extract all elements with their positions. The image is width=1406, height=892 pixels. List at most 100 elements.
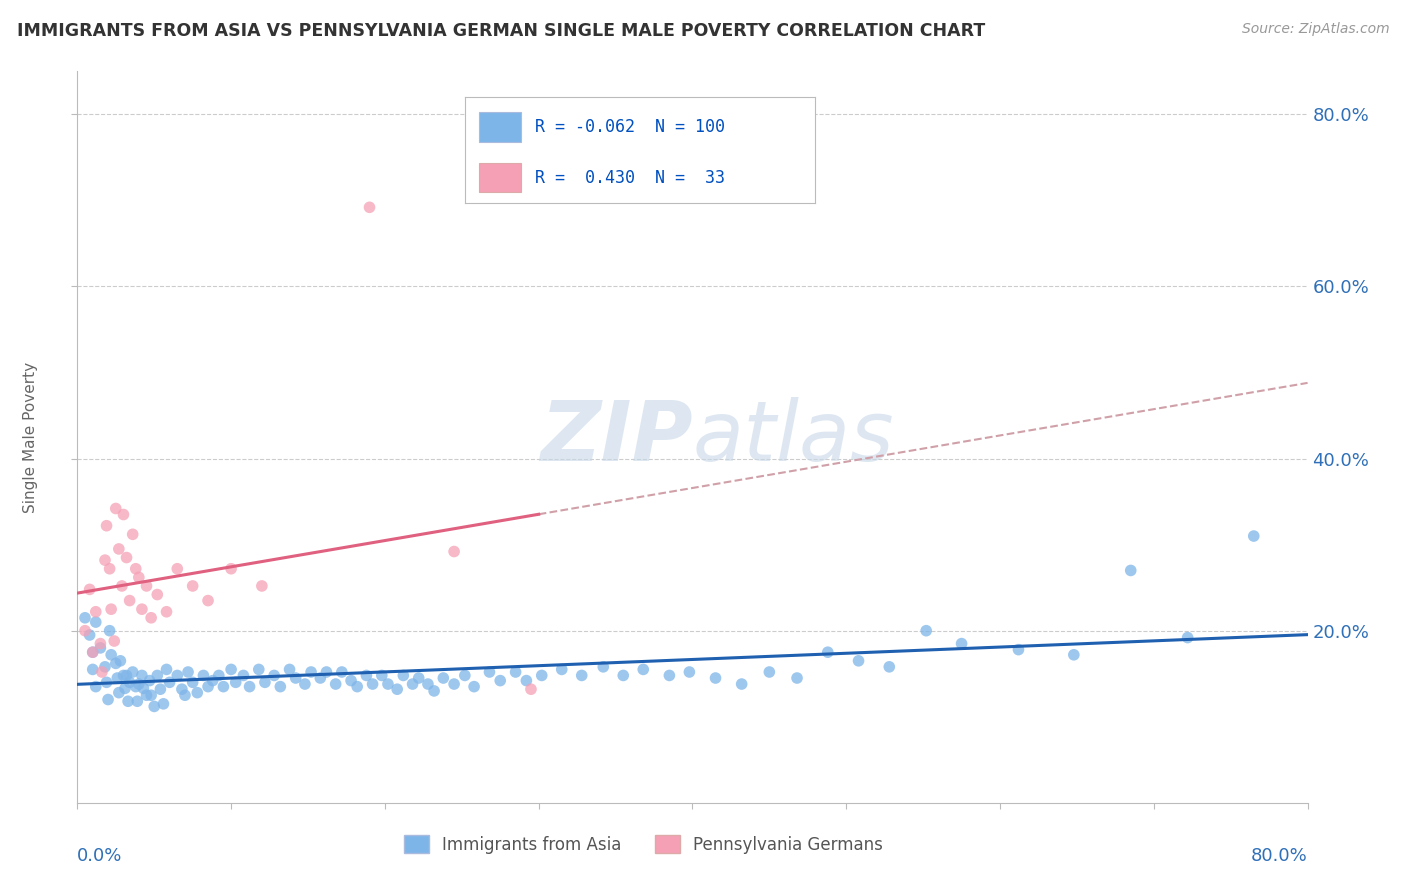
- Point: [505, 665, 527, 679]
- Point: [530, 668, 553, 682]
- Point: [678, 665, 700, 679]
- Point: [131, 668, 153, 682]
- Point: [915, 624, 938, 638]
- Point: [104, 657, 127, 671]
- Point: [125, 680, 148, 694]
- Point: [1007, 642, 1029, 657]
- Point: [658, 668, 681, 682]
- Point: [219, 662, 242, 676]
- Point: [340, 673, 363, 688]
- Point: [84, 680, 107, 694]
- Text: 0.0%: 0.0%: [77, 847, 122, 864]
- Point: [423, 684, 446, 698]
- Point: [181, 579, 204, 593]
- Point: [127, 694, 149, 708]
- Point: [377, 677, 399, 691]
- Point: [197, 593, 219, 607]
- Point: [174, 688, 197, 702]
- Point: [115, 668, 138, 682]
- Point: [89, 637, 111, 651]
- Point: [212, 680, 235, 694]
- Point: [325, 677, 347, 691]
- Text: atlas: atlas: [693, 397, 894, 477]
- Point: [219, 562, 242, 576]
- Point: [269, 680, 291, 694]
- Point: [112, 508, 135, 522]
- Point: [704, 671, 727, 685]
- Point: [100, 602, 122, 616]
- Point: [79, 628, 101, 642]
- Point: [879, 660, 901, 674]
- Point: [330, 665, 353, 679]
- Point: [571, 668, 593, 682]
- Point: [356, 668, 378, 682]
- Point: [97, 692, 120, 706]
- Point: [848, 654, 870, 668]
- Point: [232, 668, 254, 682]
- Point: [104, 501, 127, 516]
- Point: [111, 579, 134, 593]
- Point: [105, 671, 128, 685]
- Point: [108, 686, 131, 700]
- Point: [612, 668, 634, 682]
- Point: [371, 668, 394, 682]
- Legend: Immigrants from Asia, Pennsylvania Germans: Immigrants from Asia, Pennsylvania Germa…: [396, 829, 890, 860]
- Point: [1243, 529, 1265, 543]
- Point: [416, 677, 439, 691]
- Point: [82, 662, 104, 676]
- Point: [89, 640, 111, 655]
- Point: [250, 579, 273, 593]
- Point: [90, 665, 114, 679]
- Point: [758, 665, 780, 679]
- Point: [112, 668, 135, 682]
- Point: [1063, 648, 1085, 662]
- Point: [141, 611, 163, 625]
- Point: [170, 682, 193, 697]
- Point: [346, 680, 368, 694]
- Point: [253, 675, 276, 690]
- Point: [94, 553, 117, 567]
- Point: [138, 673, 160, 688]
- Point: [125, 562, 148, 576]
- Point: [817, 645, 839, 659]
- Point: [786, 671, 808, 685]
- Text: Single Male Poverty: Single Male Poverty: [22, 361, 38, 513]
- Point: [82, 645, 104, 659]
- Point: [950, 637, 973, 651]
- Point: [299, 665, 322, 679]
- Point: [135, 579, 157, 593]
- Point: [73, 611, 96, 625]
- Point: [96, 675, 118, 690]
- Point: [186, 686, 208, 700]
- Point: [392, 668, 415, 682]
- Point: [520, 682, 543, 697]
- Point: [454, 668, 477, 682]
- Point: [177, 665, 200, 679]
- Point: [155, 605, 177, 619]
- Point: [208, 668, 231, 682]
- Point: [143, 699, 166, 714]
- Point: [309, 671, 332, 685]
- Point: [278, 662, 301, 676]
- Point: [166, 668, 188, 682]
- Text: IMMIGRANTS FROM ASIA VS PENNSYLVANIA GERMAN SINGLE MALE POVERTY CORRELATION CHAR: IMMIGRANTS FROM ASIA VS PENNSYLVANIA GER…: [17, 22, 986, 40]
- Point: [408, 671, 430, 685]
- Point: [443, 677, 465, 691]
- Point: [132, 681, 155, 696]
- Point: [432, 671, 454, 685]
- Text: ZIP: ZIP: [540, 397, 693, 477]
- Point: [98, 562, 121, 576]
- Point: [135, 688, 157, 702]
- Point: [79, 582, 101, 597]
- Point: [284, 671, 307, 685]
- Point: [193, 668, 215, 682]
- Point: [463, 680, 485, 694]
- Text: 80.0%: 80.0%: [1251, 847, 1308, 864]
- Point: [489, 673, 512, 688]
- Point: [114, 681, 136, 696]
- Point: [100, 648, 122, 662]
- Point: [592, 660, 614, 674]
- Point: [155, 662, 177, 676]
- Point: [239, 680, 262, 694]
- Point: [118, 675, 141, 690]
